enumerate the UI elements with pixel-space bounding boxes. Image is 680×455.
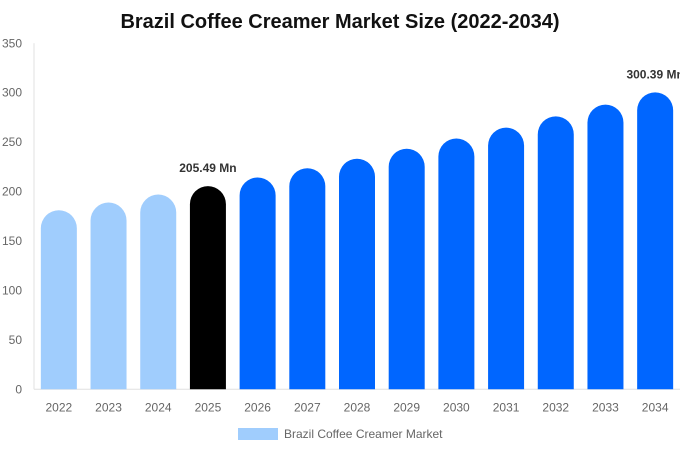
y-tick-label: 0 bbox=[15, 382, 22, 396]
x-tick-label: 2032 bbox=[542, 400, 569, 414]
bar-2024[interactable] bbox=[140, 194, 177, 390]
data-label-2034: 300.39 Mn bbox=[626, 67, 680, 81]
bar-2034[interactable] bbox=[637, 92, 674, 390]
x-tick-label: 2029 bbox=[393, 400, 420, 414]
x-axis: 2022 2023 2024 2025 2026 2027 2028 2029 2030 2031… bbox=[34, 388, 680, 414]
bar-2023[interactable] bbox=[90, 202, 127, 390]
legend-swatch bbox=[238, 428, 278, 440]
y-tick-label: 150 bbox=[2, 234, 22, 248]
bar-2025[interactable] bbox=[189, 186, 226, 390]
y-tick-label: 300 bbox=[2, 86, 22, 100]
bar-2027[interactable] bbox=[289, 168, 326, 390]
x-tick-label: 2031 bbox=[493, 400, 520, 414]
x-tick-label: 2024 bbox=[145, 400, 172, 414]
legend[interactable]: Brazil Coffee Creamer Market bbox=[238, 427, 443, 441]
x-tick-label: 2027 bbox=[294, 400, 321, 414]
data-labels: 205.49 Mn 300.39 Mn bbox=[179, 67, 680, 175]
bar-2032[interactable] bbox=[537, 116, 574, 390]
x-tick-label: 2028 bbox=[344, 400, 371, 414]
y-tick-label: 350 bbox=[2, 36, 22, 50]
y-tick-label: 100 bbox=[2, 283, 22, 297]
x-tick-label: 2022 bbox=[45, 400, 72, 414]
x-tick-label: 2030 bbox=[443, 400, 470, 414]
bar-2030[interactable] bbox=[438, 138, 475, 390]
y-axis: 0 50 100 150 200 250 300 350 bbox=[2, 36, 35, 396]
legend-label: Brazil Coffee Creamer Market bbox=[284, 427, 443, 441]
bar-2028[interactable] bbox=[339, 158, 375, 390]
bars bbox=[40, 92, 674, 390]
x-tick-label: 2033 bbox=[592, 400, 619, 414]
x-tick-label: 2023 bbox=[95, 400, 122, 414]
x-tick-label: 2026 bbox=[244, 400, 271, 414]
bar-2033[interactable] bbox=[587, 104, 624, 390]
chart-title: Brazil Coffee Creamer Market Size (2022-… bbox=[120, 11, 559, 33]
x-tick-label: 2034 bbox=[642, 400, 669, 414]
y-tick-label: 250 bbox=[2, 135, 22, 149]
bar-2026[interactable] bbox=[239, 177, 276, 390]
bar-2031[interactable] bbox=[488, 127, 525, 390]
y-tick-label: 50 bbox=[9, 333, 23, 347]
data-label-2025: 205.49 Mn bbox=[179, 161, 236, 175]
x-tick-label: 2025 bbox=[195, 400, 222, 414]
bar-2022[interactable] bbox=[40, 210, 77, 390]
y-tick-label: 200 bbox=[2, 185, 22, 199]
bar-2029[interactable] bbox=[388, 148, 425, 390]
